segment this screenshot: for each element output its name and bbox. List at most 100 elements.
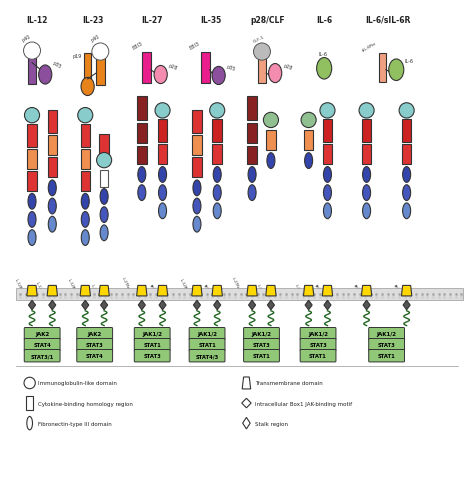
- Ellipse shape: [402, 204, 410, 219]
- Bar: [100, 135, 109, 158]
- Polygon shape: [242, 398, 251, 408]
- Polygon shape: [157, 286, 168, 296]
- Bar: [247, 147, 257, 165]
- Ellipse shape: [212, 67, 225, 85]
- Bar: [81, 124, 90, 147]
- FancyBboxPatch shape: [244, 328, 279, 340]
- Bar: [247, 97, 257, 120]
- Bar: [304, 130, 313, 150]
- Text: Fibronectin-type III domain: Fibronectin-type III domain: [38, 421, 112, 426]
- Polygon shape: [401, 286, 412, 296]
- Polygon shape: [49, 300, 56, 310]
- Text: EBI3: EBI3: [189, 41, 201, 50]
- Text: EBI3: EBI3: [132, 41, 144, 50]
- Ellipse shape: [389, 60, 404, 81]
- Polygon shape: [267, 300, 274, 310]
- Bar: [247, 124, 257, 144]
- Text: Stalk region: Stalk region: [255, 421, 288, 426]
- Bar: [47, 158, 57, 178]
- Circle shape: [24, 43, 40, 60]
- Text: sIL-6Rα: sIL-6Rα: [362, 41, 377, 53]
- Polygon shape: [100, 300, 108, 310]
- Text: STAT3/1: STAT3/1: [30, 353, 54, 359]
- Text: p28/CLF: p28/CLF: [250, 16, 285, 24]
- Text: IL-6/sIL-6R: IL-6/sIL-6R: [365, 16, 410, 24]
- Ellipse shape: [100, 226, 108, 241]
- Ellipse shape: [402, 185, 410, 201]
- Ellipse shape: [81, 78, 94, 96]
- Polygon shape: [305, 300, 312, 310]
- Circle shape: [210, 104, 225, 119]
- FancyBboxPatch shape: [300, 339, 336, 351]
- Ellipse shape: [158, 167, 166, 183]
- Text: p28: p28: [283, 63, 293, 71]
- Text: IL-27Rα/WSX1: IL-27Rα/WSX1: [231, 276, 245, 300]
- Text: IL-35: IL-35: [201, 16, 222, 24]
- Text: JAK1/2: JAK1/2: [308, 332, 328, 336]
- Bar: [212, 144, 222, 165]
- Bar: [100, 170, 108, 187]
- Ellipse shape: [38, 66, 52, 85]
- Circle shape: [320, 104, 335, 119]
- Polygon shape: [361, 286, 372, 296]
- Bar: [212, 120, 222, 143]
- Bar: [258, 58, 266, 84]
- Ellipse shape: [81, 230, 89, 246]
- Text: Immunoglobulin-like domain: Immunoglobulin-like domain: [38, 381, 117, 385]
- Circle shape: [254, 44, 271, 61]
- Polygon shape: [242, 377, 251, 389]
- Bar: [81, 171, 90, 192]
- Text: CLF-1: CLF-1: [253, 35, 265, 43]
- Bar: [96, 57, 105, 86]
- FancyBboxPatch shape: [244, 339, 279, 351]
- Bar: [47, 111, 57, 134]
- Ellipse shape: [193, 180, 201, 196]
- Text: STAT1: STAT1: [143, 343, 161, 348]
- Ellipse shape: [213, 167, 221, 183]
- Polygon shape: [28, 300, 36, 310]
- Ellipse shape: [323, 185, 331, 201]
- Bar: [201, 53, 210, 84]
- FancyBboxPatch shape: [134, 328, 170, 340]
- Circle shape: [25, 108, 39, 123]
- Text: STAT1: STAT1: [253, 353, 271, 359]
- Text: JAK1/2: JAK1/2: [377, 332, 397, 336]
- Ellipse shape: [269, 64, 282, 84]
- Text: IL-27Rα/WSX1: IL-27Rα/WSX1: [120, 276, 134, 300]
- Bar: [379, 54, 386, 83]
- Bar: [362, 120, 371, 143]
- Bar: [142, 53, 151, 84]
- Text: STAT1: STAT1: [309, 353, 327, 359]
- Polygon shape: [212, 286, 222, 296]
- Text: gp130: gp130: [352, 283, 361, 295]
- FancyBboxPatch shape: [24, 350, 60, 362]
- Ellipse shape: [81, 212, 89, 228]
- Circle shape: [78, 108, 93, 123]
- Ellipse shape: [213, 185, 221, 201]
- Polygon shape: [322, 286, 333, 296]
- Text: IL-6: IL-6: [316, 16, 332, 24]
- Polygon shape: [138, 300, 146, 310]
- FancyBboxPatch shape: [134, 350, 170, 362]
- Bar: [158, 144, 167, 165]
- Ellipse shape: [28, 230, 36, 246]
- Ellipse shape: [193, 199, 201, 215]
- Text: Transmembrane domain: Transmembrane domain: [255, 381, 323, 385]
- Ellipse shape: [48, 199, 56, 215]
- Bar: [137, 147, 146, 165]
- Bar: [27, 149, 36, 169]
- Ellipse shape: [154, 66, 167, 84]
- Polygon shape: [324, 300, 331, 310]
- Polygon shape: [266, 286, 276, 296]
- Bar: [27, 396, 33, 410]
- Text: p35: p35: [52, 61, 63, 70]
- Bar: [81, 149, 90, 169]
- Bar: [323, 144, 332, 165]
- Polygon shape: [159, 300, 166, 310]
- Ellipse shape: [138, 167, 146, 183]
- Bar: [137, 97, 146, 120]
- Ellipse shape: [100, 189, 108, 205]
- Bar: [192, 111, 201, 134]
- FancyBboxPatch shape: [77, 328, 113, 340]
- Ellipse shape: [317, 59, 332, 80]
